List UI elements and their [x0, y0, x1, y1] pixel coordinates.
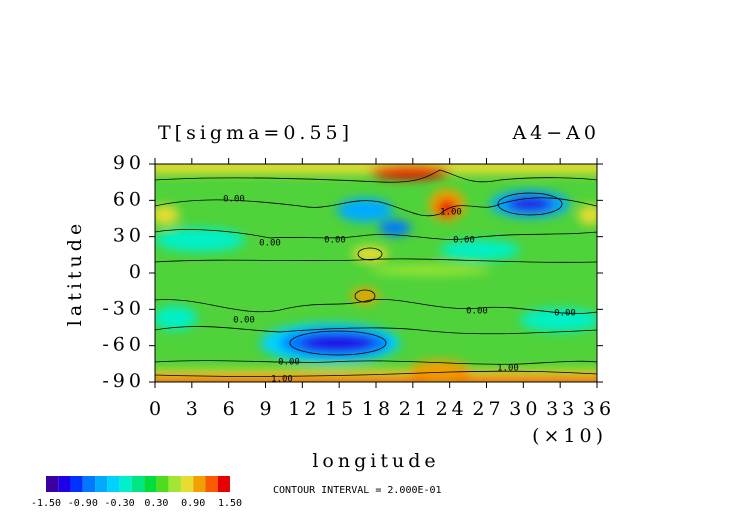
contour-label: 0.00	[278, 358, 300, 368]
colorbar-box	[180, 476, 194, 492]
colorbar-box	[168, 476, 181, 492]
y-tick-label: 0	[129, 261, 145, 283]
x-tick-label: 27	[472, 398, 504, 420]
contour-lines	[155, 169, 597, 377]
x-scale-label: (×10)	[532, 425, 607, 447]
colorbar-box	[156, 476, 169, 492]
x-tick-label: 6	[223, 398, 239, 420]
colorbar-box	[58, 476, 71, 492]
colorbar: -1.50 -0.90 -0.30 0.30 0.90 1.50	[31, 476, 242, 509]
x-tick-label: 24	[436, 398, 468, 420]
colorbar-box	[131, 476, 145, 492]
colorbar-box	[144, 476, 157, 492]
y-tick-label: -60	[102, 334, 145, 356]
contour-label: 0.00	[233, 316, 255, 326]
contour-labels: 0.00 0.00 0.00 0.00 0.00 0.00 0.00 0.00 1.00 1.00…	[223, 195, 576, 385]
y-tick-label: 90	[113, 152, 145, 174]
y-axis-label: latitude	[64, 220, 86, 326]
x-tick-label: 0	[149, 398, 165, 420]
subtitle: A4−A0	[511, 122, 600, 144]
colorbar-box	[46, 476, 59, 492]
x-tick-label: 15	[325, 398, 357, 420]
colorbar-box	[82, 476, 96, 492]
x-tick-label: 3	[186, 398, 202, 420]
y-tick-label: 60	[113, 188, 145, 210]
colorbar-box	[205, 476, 218, 492]
colorbar-tick-label: 0.30	[144, 498, 168, 509]
x-tick-label: 18	[362, 398, 394, 420]
colorbar-box	[70, 476, 83, 492]
colorbar-tick-label: -0.90	[68, 498, 98, 509]
colorbar-box	[193, 476, 206, 492]
contour-label: 0.00	[453, 236, 475, 246]
contour-label: 0.00	[324, 236, 346, 246]
colorbar-box	[107, 476, 120, 492]
contour-label: 1.00	[497, 364, 519, 374]
contour-label: 1.00	[271, 375, 293, 385]
x-tick-label: 30	[509, 398, 541, 420]
contour-label: 0.00	[259, 239, 281, 249]
x-tick-label: 21	[399, 398, 431, 420]
x-axis-label: longitude	[312, 450, 439, 472]
x-tick-label: 9	[259, 398, 275, 420]
y-tick-label: -90	[102, 370, 145, 392]
x-tick-label: 33	[546, 398, 578, 420]
colorbar-box	[95, 476, 108, 492]
contour-label: 0.00	[466, 307, 488, 317]
colorbar-tick-label: -0.30	[105, 498, 135, 509]
contour-interval: CONTOUR INTERVAL = 2.000E-01	[273, 485, 442, 496]
colorbar-tick-label: -1.50	[31, 498, 61, 509]
field: 0.00 0.00 0.00 0.00 0.00 0.00 0.00 0.00 1.00 1.00…	[155, 164, 597, 385]
y-tick-label: 30	[113, 225, 145, 247]
colorbar-box	[217, 476, 230, 492]
colorbar-tick-label: 1.50	[218, 498, 242, 509]
contour-label: 0.00	[223, 195, 245, 205]
title: T[sigma=0.55]	[158, 122, 353, 144]
x-tick-label: 36	[583, 398, 615, 420]
y-tick-label: -30	[102, 297, 145, 319]
x-tick-label: 12	[288, 398, 320, 420]
contour-label: 0.00	[554, 309, 576, 319]
contour-label: 1.00	[440, 208, 462, 218]
colorbar-tick-label: 0.90	[181, 498, 205, 509]
colorbar-box	[119, 476, 132, 492]
